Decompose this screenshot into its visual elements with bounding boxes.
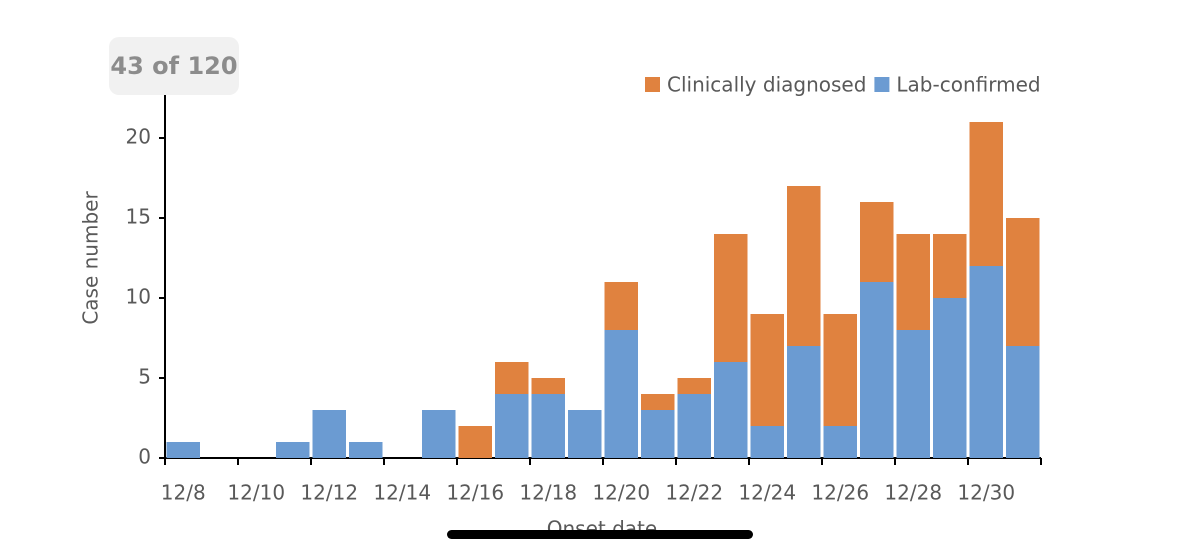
bar-segment (531, 394, 565, 458)
y-tick-label: 20 (126, 125, 151, 149)
bar-segment (1006, 218, 1040, 346)
legend-swatch (874, 77, 890, 92)
bar-segment (787, 346, 821, 458)
bar-segment (714, 234, 748, 362)
bar-segment (604, 282, 638, 330)
x-tick-label: 12/26 (811, 481, 869, 505)
bar-segment (641, 394, 675, 410)
bar-segment (458, 426, 492, 458)
bar-segment (933, 234, 967, 298)
x-tick-label: 12/28 (884, 481, 942, 505)
bar-segment (714, 362, 748, 458)
x-tick-label: 12/10 (227, 481, 285, 505)
counter-badge (109, 37, 239, 95)
x-tick-label: 12/12 (300, 481, 358, 505)
bar-segment (823, 314, 857, 426)
x-tick-label: 12/24 (738, 481, 796, 505)
bar-segment (422, 410, 456, 458)
y-axis-title: Case number (79, 191, 103, 325)
x-tick-label: 12/20 (592, 481, 650, 505)
x-tick-label: 12/22 (665, 481, 723, 505)
bar-segment (641, 410, 675, 458)
y-tick-label: 0 (138, 445, 151, 469)
bar-segment (896, 234, 930, 330)
bar-segment (896, 330, 930, 458)
bar-segment (677, 394, 711, 458)
bar-segment (969, 266, 1003, 458)
bar-segment (750, 426, 784, 458)
bar-segment (495, 394, 529, 458)
bar-segment (750, 314, 784, 426)
bar-segment (568, 410, 602, 458)
bar-segment (604, 330, 638, 458)
bar-segment (933, 298, 967, 458)
bar-segment (860, 202, 894, 282)
bar-segment (276, 442, 310, 458)
bar-segment (495, 362, 529, 394)
x-tick-label: 12/30 (957, 481, 1015, 505)
bar-segment (166, 442, 200, 458)
bar-segment (787, 186, 821, 346)
bar-segment (677, 378, 711, 394)
x-tick-label: 12/16 (446, 481, 504, 505)
bar-segment (1006, 346, 1040, 458)
x-tick-label: 12/8 (161, 481, 206, 505)
legend-label: Clinically diagnosed (667, 73, 866, 97)
x-tick-label: 12/14 (373, 481, 431, 505)
bar-segment (969, 122, 1003, 266)
bar-segment (531, 378, 565, 394)
legend-swatch (645, 77, 660, 92)
home-indicator (447, 530, 753, 539)
counter: 43 of 120 (110, 52, 237, 80)
x-tick-label: 12/18 (519, 481, 577, 505)
plot: 0 5 10 15 20 12/8 12/10 12/12 12/14 12/16 12/18 12/… (126, 73, 1042, 505)
bar-segment (823, 426, 857, 458)
y-tick-label: 5 (138, 365, 151, 389)
bar-segment (860, 282, 894, 458)
legend-label: Lab-confirmed (896, 73, 1040, 97)
bar-segment (349, 442, 383, 458)
y-tick-label: 10 (126, 285, 151, 309)
bar-segment (312, 410, 346, 458)
y-tick-label: 15 (126, 205, 151, 229)
